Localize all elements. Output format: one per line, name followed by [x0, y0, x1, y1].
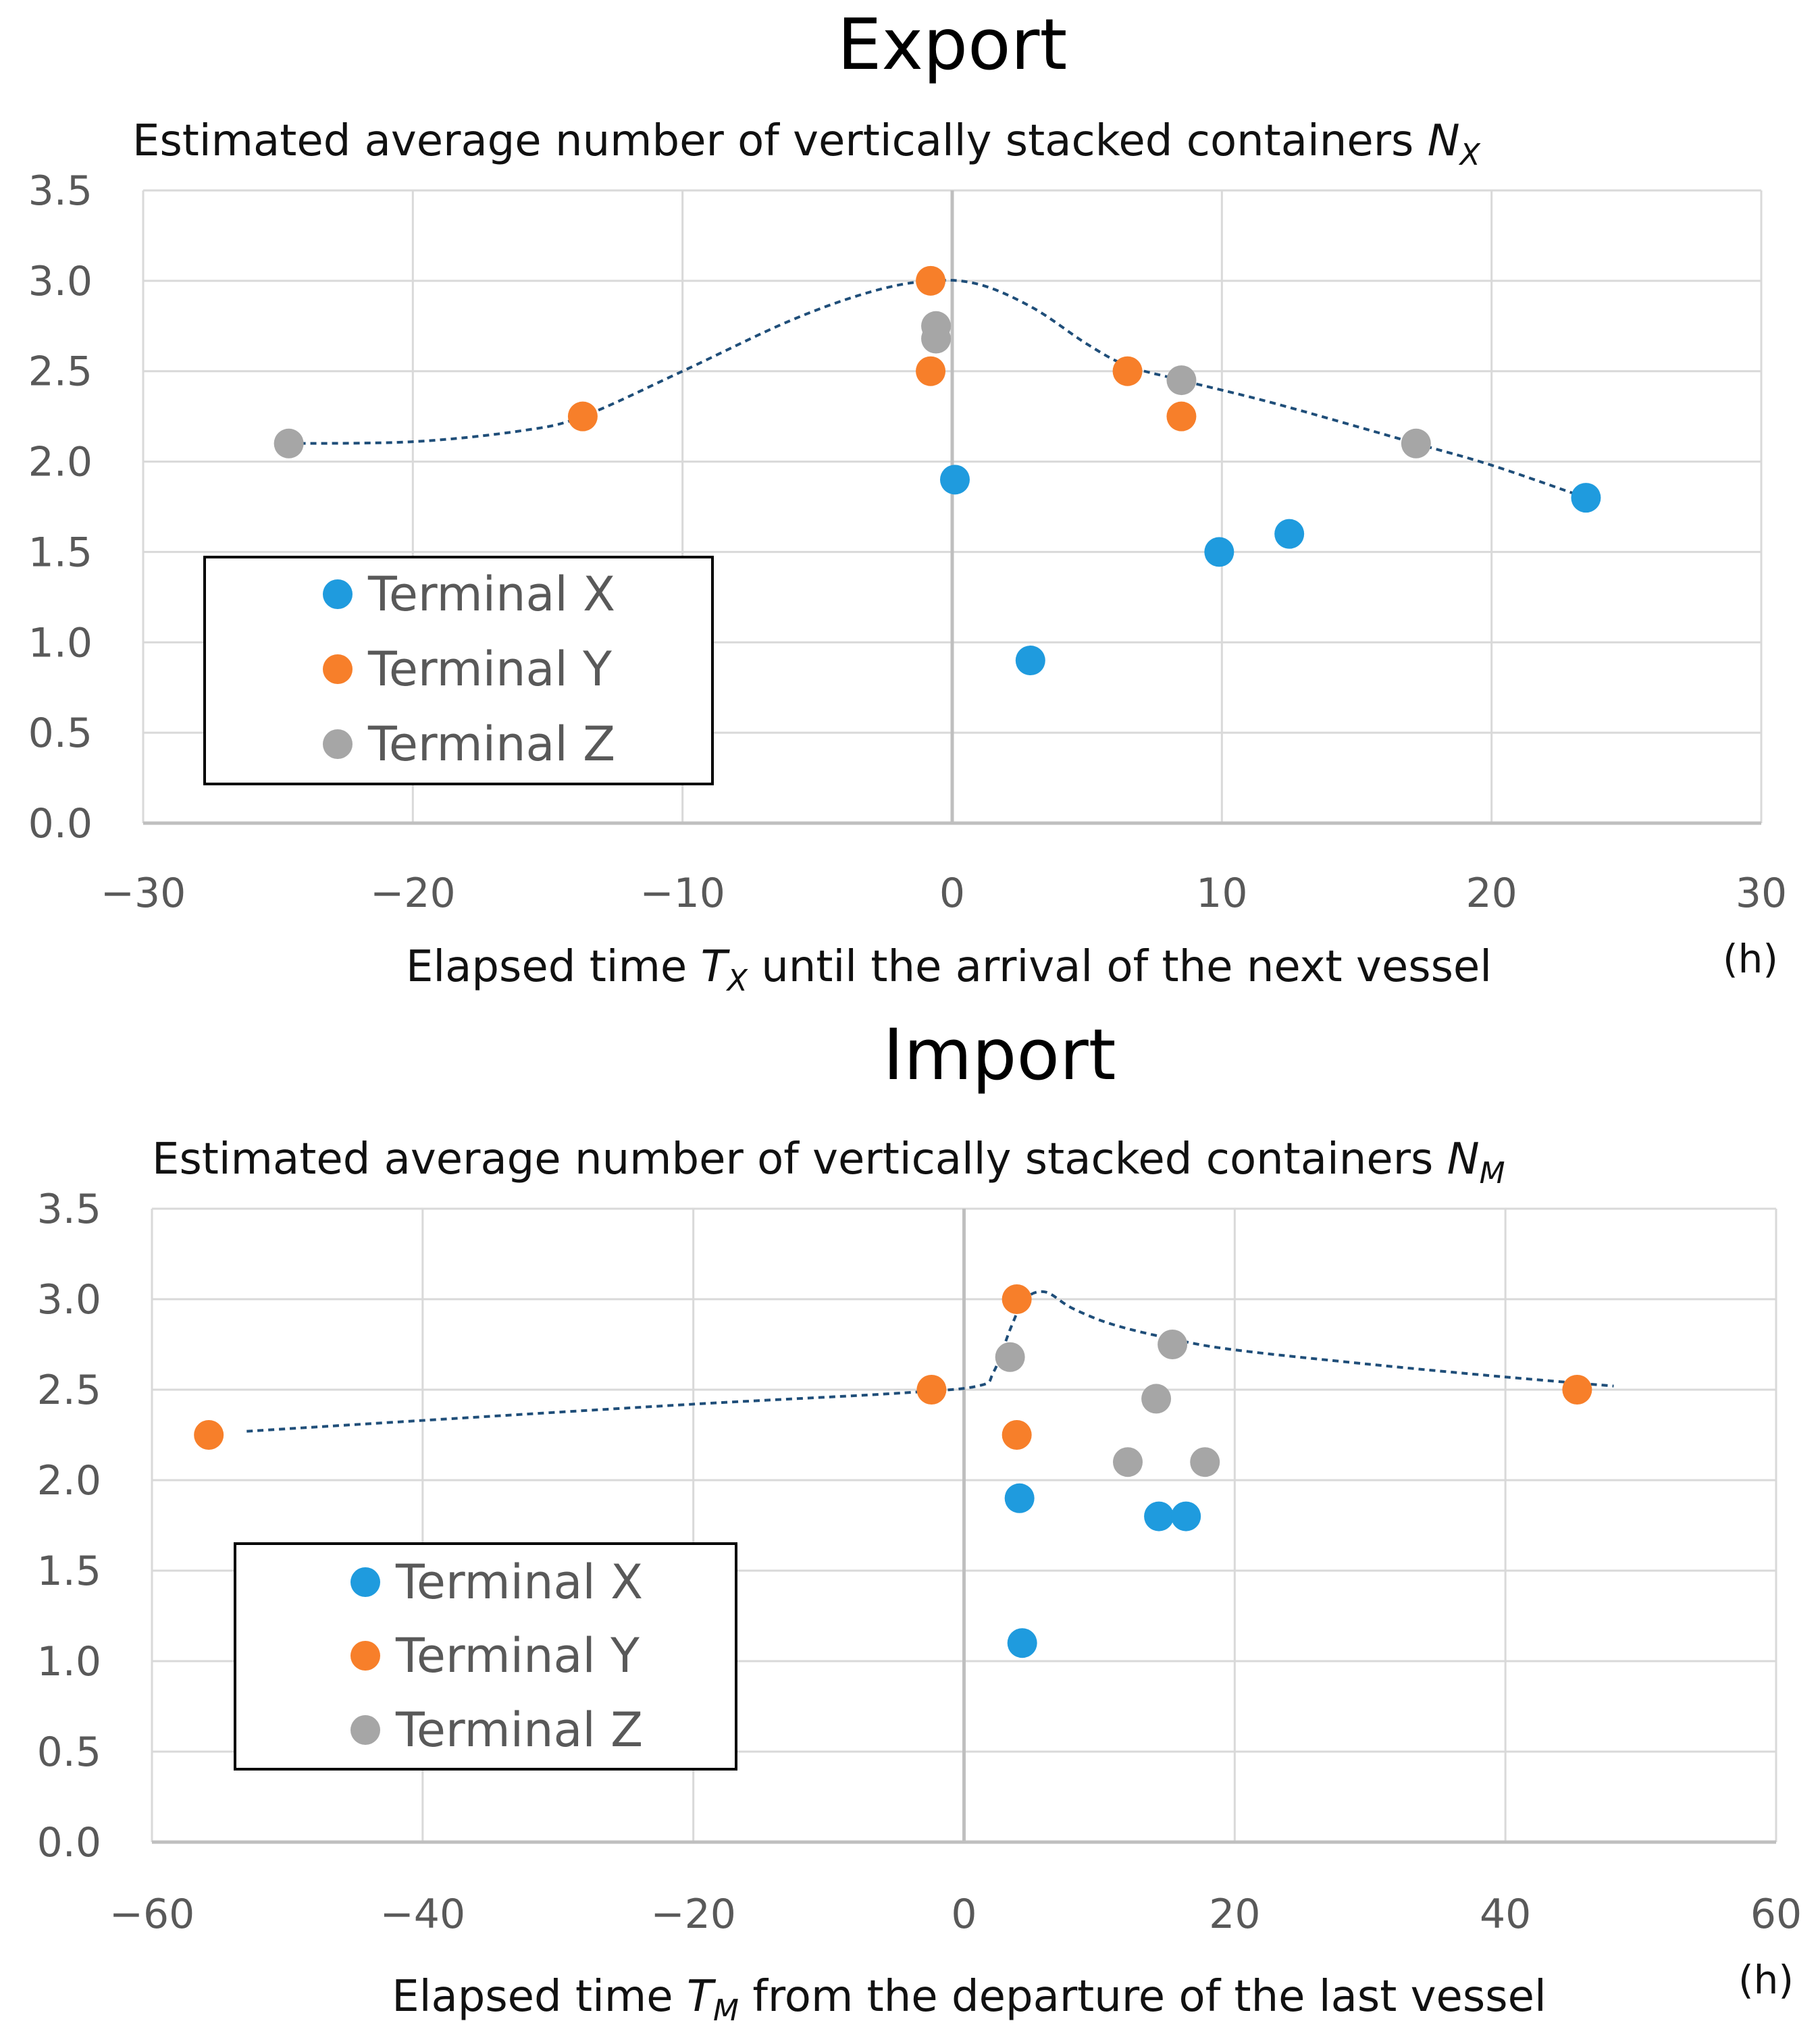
import-y-tick-label: 2.5 — [37, 1367, 101, 1414]
export-data-points — [274, 265, 1601, 676]
export-y-tick-label: 1.5 — [28, 529, 93, 576]
export-legend-marker-x — [323, 579, 353, 609]
import-x-tick-labels: −60 −40 −20 0 20 40 60 — [109, 1891, 1802, 1938]
export-point-terminal-x — [1274, 519, 1305, 549]
export-legend-label-z: Terminal Z — [367, 716, 615, 772]
import-point-terminal-z — [1158, 1330, 1188, 1359]
import-point-terminal-y — [1562, 1375, 1592, 1405]
export-y-tick-label: 2.5 — [28, 348, 93, 396]
import-point-terminal-x — [1004, 1483, 1035, 1513]
export-point-terminal-y — [1166, 401, 1197, 431]
import-x-unit: (h) — [1738, 1957, 1794, 2003]
import-point-terminal-z — [1141, 1384, 1172, 1414]
export-y-tick-labels: 0.0 0.5 1.0 1.5 2.0 2.5 3.0 3.5 — [28, 167, 93, 847]
export-x-tick-label: −10 — [640, 870, 725, 917]
import-y-tick-label: 3.0 — [37, 1276, 101, 1324]
import-x-axis-label: Elapsed time TM from the departure of th… — [392, 1972, 1546, 2028]
export-point-terminal-y — [1112, 356, 1143, 386]
import-point-terminal-y — [1002, 1284, 1032, 1314]
export-point-terminal-z — [1401, 428, 1431, 458]
export-point-terminal-z — [274, 428, 304, 458]
export-x-tick-label: 10 — [1196, 870, 1247, 917]
import-x-tick-label: −20 — [650, 1891, 736, 1938]
import-subtitle: Estimated average number of vertically s… — [152, 1134, 1505, 1190]
export-point-terminal-x — [1204, 537, 1234, 567]
export-legend-box — [203, 556, 714, 785]
import-y-tick-label: 0.5 — [37, 1729, 101, 1776]
export-x-tick-label: −20 — [370, 870, 456, 917]
import-point-terminal-y — [916, 1375, 947, 1405]
import-point-terminal-x — [1007, 1628, 1037, 1658]
export-x-tick-label: 0 — [939, 870, 965, 917]
export-legend-label-x: Terminal X — [367, 567, 615, 622]
import-x-tick-label: −40 — [380, 1891, 466, 1938]
import-legend-label-z: Terminal Z — [395, 1702, 643, 1758]
import-x-tick-label: 20 — [1209, 1891, 1260, 1938]
import-y-tick-label: 0.0 — [37, 1819, 101, 1866]
export-y-tick-label: 0.0 — [28, 800, 93, 847]
export-point-terminal-x — [1571, 483, 1601, 513]
export-x-tick-label: 20 — [1465, 870, 1517, 917]
import-point-terminal-y — [1002, 1420, 1032, 1450]
export-y-tick-label: 0.5 — [28, 710, 93, 757]
export-y-tick-label: 3.5 — [28, 167, 93, 215]
import-point-terminal-x — [1171, 1501, 1201, 1531]
export-y-tick-label: 2.0 — [28, 439, 93, 486]
export-point-terminal-y — [567, 401, 598, 431]
export-axes — [143, 190, 1761, 825]
import-axes — [152, 1209, 1776, 1844]
import-point-terminal-z — [1113, 1447, 1143, 1477]
export-point-terminal-x — [1015, 646, 1045, 676]
export-point-terminal-y — [916, 356, 946, 386]
import-y-tick-label: 1.0 — [37, 1638, 101, 1685]
export-x-tick-label: 30 — [1736, 870, 1787, 917]
import-legend-marker-z — [350, 1715, 380, 1745]
export-legend-marker-z — [323, 729, 353, 759]
import-legend-label-x: Terminal X — [395, 1554, 643, 1610]
import-point-terminal-x — [1144, 1501, 1174, 1531]
export-title: Export — [837, 3, 1067, 86]
import-x-tick-label: 40 — [1480, 1891, 1531, 1938]
import-y-tick-label: 3.5 — [37, 1186, 101, 1233]
export-x-axis-label: Elapsed time TX until the arrival of the… — [406, 942, 1492, 998]
import-point-terminal-z — [1190, 1447, 1220, 1477]
import-legend-marker-x — [350, 1567, 380, 1597]
export-x-tick-label: −30 — [101, 870, 186, 917]
export-x-tick-labels: −30 −20 −10 0 10 20 30 — [101, 870, 1787, 917]
import-trend-line — [246, 1290, 1614, 1433]
export-subtitle: Estimated average number of vertically s… — [132, 116, 1481, 172]
import-legend-label-y: Terminal Y — [395, 1628, 640, 1683]
import-title: Import — [883, 1014, 1116, 1096]
export-x-unit: (h) — [1723, 936, 1778, 982]
export-chart: Export Estimated average number of verti… — [28, 3, 1788, 998]
import-legend: Terminal X Terminal Y Terminal Z — [234, 1542, 737, 1771]
export-point-terminal-z — [1166, 365, 1197, 396]
export-point-terminal-y — [916, 265, 946, 296]
export-y-tick-label: 1.0 — [28, 619, 93, 666]
import-legend-box — [234, 1542, 737, 1771]
import-x-tick-label: −60 — [109, 1891, 195, 1938]
export-y-tick-label: 3.0 — [28, 258, 93, 305]
export-trend-line — [288, 278, 1587, 500]
import-data-points — [194, 1284, 1592, 1658]
import-chart: Import Estimated average number of verti… — [37, 1014, 1802, 2028]
import-y-tick-label: 2.0 — [37, 1457, 101, 1504]
import-point-terminal-z — [995, 1342, 1025, 1372]
export-legend-label-y: Terminal Y — [367, 641, 612, 697]
export-legend-marker-y — [323, 654, 353, 684]
import-legend-marker-y — [350, 1641, 380, 1671]
import-y-tick-labels: 0.0 0.5 1.0 1.5 2.0 2.5 3.0 3.5 — [37, 1186, 101, 1866]
import-x-tick-label: 0 — [951, 1891, 977, 1938]
import-x-tick-label: 60 — [1750, 1891, 1802, 1938]
import-point-terminal-y — [194, 1420, 224, 1450]
import-y-tick-label: 1.5 — [37, 1548, 101, 1595]
export-point-terminal-z — [921, 323, 952, 354]
export-legend: Terminal X Terminal Y Terminal Z — [203, 556, 714, 785]
export-point-terminal-x — [939, 465, 970, 495]
